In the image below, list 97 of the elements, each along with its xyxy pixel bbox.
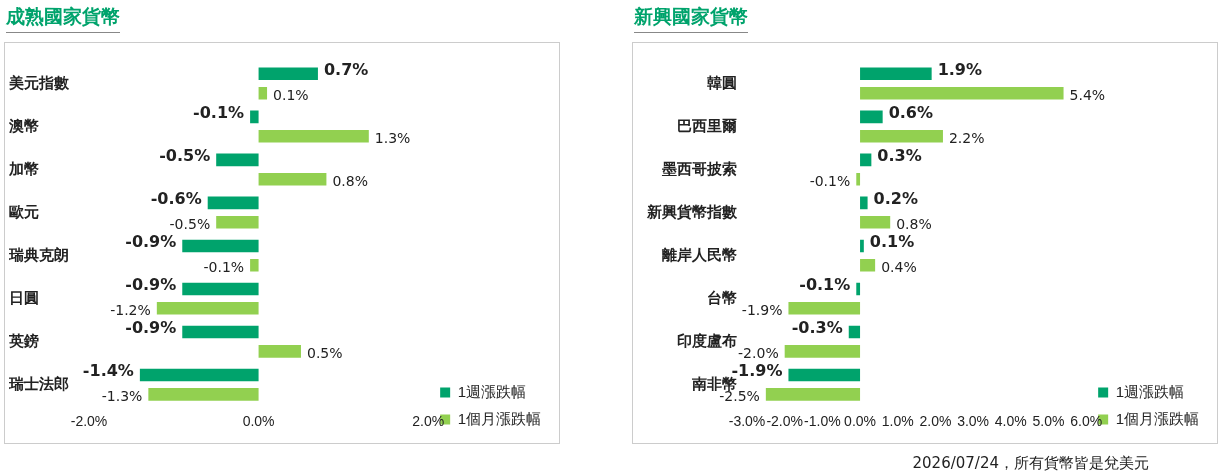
bar [784, 345, 861, 358]
x-tick-label: -3.0% [728, 413, 766, 430]
y-tick-label: 墨西哥披索 [661, 159, 737, 177]
data-label: -0.6% [150, 189, 202, 209]
bar [156, 302, 259, 315]
y-tick-label: 韓圓 [707, 73, 737, 91]
data-label: 1.9% [937, 59, 983, 79]
data-label: -0.3% [791, 318, 843, 338]
x-tick-label: 4.0% [994, 413, 1027, 430]
bar [182, 325, 259, 339]
legend-label: 1個月漲跌幅 [457, 409, 541, 427]
data-label: -0.9% [125, 275, 177, 295]
data-label: 2.2% [948, 129, 985, 146]
bar [860, 215, 891, 229]
legend-label: 1週漲跌幅 [457, 382, 526, 400]
bar [207, 196, 259, 210]
bar [860, 86, 1064, 100]
x-tick-label: -2.0% [766, 413, 803, 430]
bar [216, 215, 259, 229]
data-label: -0.1% [809, 172, 851, 189]
data-label: 1.3% [374, 129, 411, 146]
data-label: -0.1% [799, 275, 851, 295]
data-label: 0.7% [323, 59, 369, 79]
data-label: -2.0% [738, 344, 779, 361]
data-label: -0.1% [193, 103, 245, 123]
data-label: 0.4% [881, 258, 917, 275]
bar [765, 388, 861, 401]
y-tick-label: 新興貨幣指數 [646, 202, 738, 221]
bar [788, 302, 861, 315]
legend-label: 1週漲跌幅 [1115, 382, 1184, 400]
data-label: 0.8% [332, 172, 368, 189]
bar [860, 67, 932, 81]
bar [258, 129, 369, 143]
legend-label: 1個月漲跌幅 [1115, 409, 1199, 427]
data-label: -1.9% [741, 301, 783, 318]
x-tick-label: 3.0% [957, 413, 990, 430]
x-tick-label: 2.0% [412, 413, 445, 430]
y-tick-label: 巴西里爾 [677, 116, 737, 134]
data-label: 0.3% [877, 146, 922, 166]
data-label: 0.1% [869, 232, 915, 252]
data-label: -0.9% [125, 318, 177, 338]
x-tick-label: 1.0% [881, 413, 914, 430]
bar [250, 110, 259, 124]
data-label: 0.6% [888, 103, 934, 123]
data-label: 5.4% [1069, 86, 1106, 103]
bar [860, 110, 883, 124]
bar [860, 153, 872, 167]
x-tick-label: 2.0% [919, 413, 952, 430]
y-tick-label: 印度盧布 [677, 331, 737, 349]
x-tick-label: -2.0% [70, 413, 108, 430]
bar [139, 368, 259, 382]
data-label: -0.9% [125, 232, 177, 252]
data-label: -0.5% [159, 146, 211, 166]
y-tick-label: 日圓 [9, 288, 39, 306]
bar [182, 239, 259, 253]
bar [258, 67, 318, 81]
bar [182, 282, 259, 296]
bar [258, 345, 301, 358]
bar [788, 368, 861, 382]
bar [216, 153, 259, 167]
y-tick-label: 澳幣 [8, 116, 39, 134]
x-tick-label: 0.0% [844, 413, 877, 430]
chart-title: 成熟國家貨幣 [6, 4, 120, 33]
data-label: 0.8% [896, 215, 932, 232]
bar [860, 259, 876, 272]
y-tick-label: 瑞士法郎 [8, 374, 69, 392]
bar [258, 172, 327, 186]
y-tick-label: 離岸人民幣 [661, 245, 737, 263]
x-tick-label: 6.0% [1070, 413, 1103, 430]
y-tick-label: 台幣 [707, 288, 737, 306]
x-tick-label: -1.0% [804, 413, 841, 430]
data-label: 0.2% [873, 189, 918, 209]
bar [848, 325, 861, 339]
data-label: -0.5% [169, 215, 211, 232]
bar [860, 129, 943, 143]
y-tick-label: 瑞典克朗 [8, 245, 69, 263]
data-label: -1.3% [101, 388, 143, 405]
y-tick-label: 美元指數 [8, 73, 70, 91]
data-label: 0.5% [306, 344, 343, 361]
bar [860, 196, 868, 210]
bar [148, 388, 259, 401]
data-label: -1.2% [110, 301, 151, 318]
bar [250, 259, 259, 272]
bar [856, 172, 861, 186]
x-tick-label: 0.0% [242, 413, 275, 430]
chart-title: 新興國家貨幣 [634, 4, 748, 33]
x-tick-label: 5.0% [1032, 413, 1065, 430]
bar [856, 282, 861, 296]
y-tick-label: 歐元 [9, 202, 39, 220]
data-label: -1.4% [82, 361, 134, 381]
bar [258, 86, 268, 100]
y-tick-label: 英鎊 [8, 331, 39, 349]
bar [860, 239, 864, 253]
text: 2026/07/24，所有貨幣皆是兌美元 [912, 454, 1149, 473]
data-label: 0.1% [273, 86, 309, 103]
y-tick-label: 加幣 [8, 159, 39, 177]
data-label: -0.1% [203, 258, 245, 275]
